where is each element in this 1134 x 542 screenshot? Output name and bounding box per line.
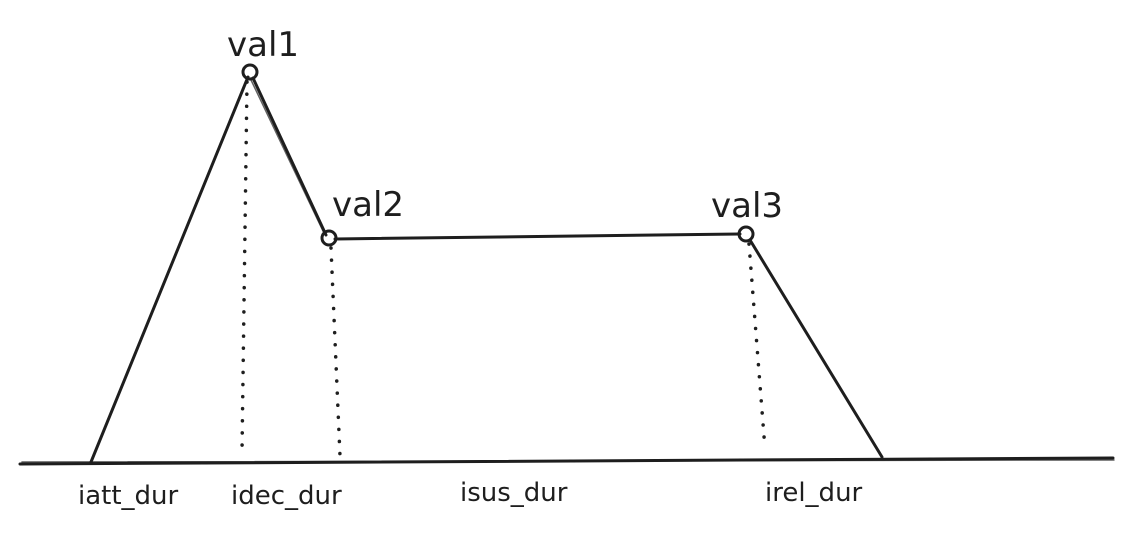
sustain-segment: [333, 232, 742, 241]
val3-label: val3: [711, 186, 783, 226]
val2-label: val2: [332, 185, 404, 225]
val1-drop-line: [240, 80, 249, 454]
time-axis-line-overstroke: [21, 459, 1115, 463]
release-duration-label: irel_dur: [765, 478, 863, 508]
val1-point-marker: [241, 63, 259, 81]
val3-drop-line: [747, 242, 767, 451]
release-segment: [748, 238, 884, 459]
sustain-duration-label: isus_dur: [460, 478, 568, 508]
val1-label: val1: [227, 25, 299, 65]
val3-point-marker: [737, 225, 755, 243]
val2-drop-line: [329, 246, 342, 458]
val2-point-marker: [320, 229, 338, 247]
decay-segment: [251, 76, 328, 237]
attack-duration-label: iatt_dur: [78, 481, 179, 511]
decay-duration-label: idec_dur: [231, 481, 342, 511]
decay-segment-overstroke: [250, 79, 325, 234]
attack-segment: [89, 75, 250, 464]
